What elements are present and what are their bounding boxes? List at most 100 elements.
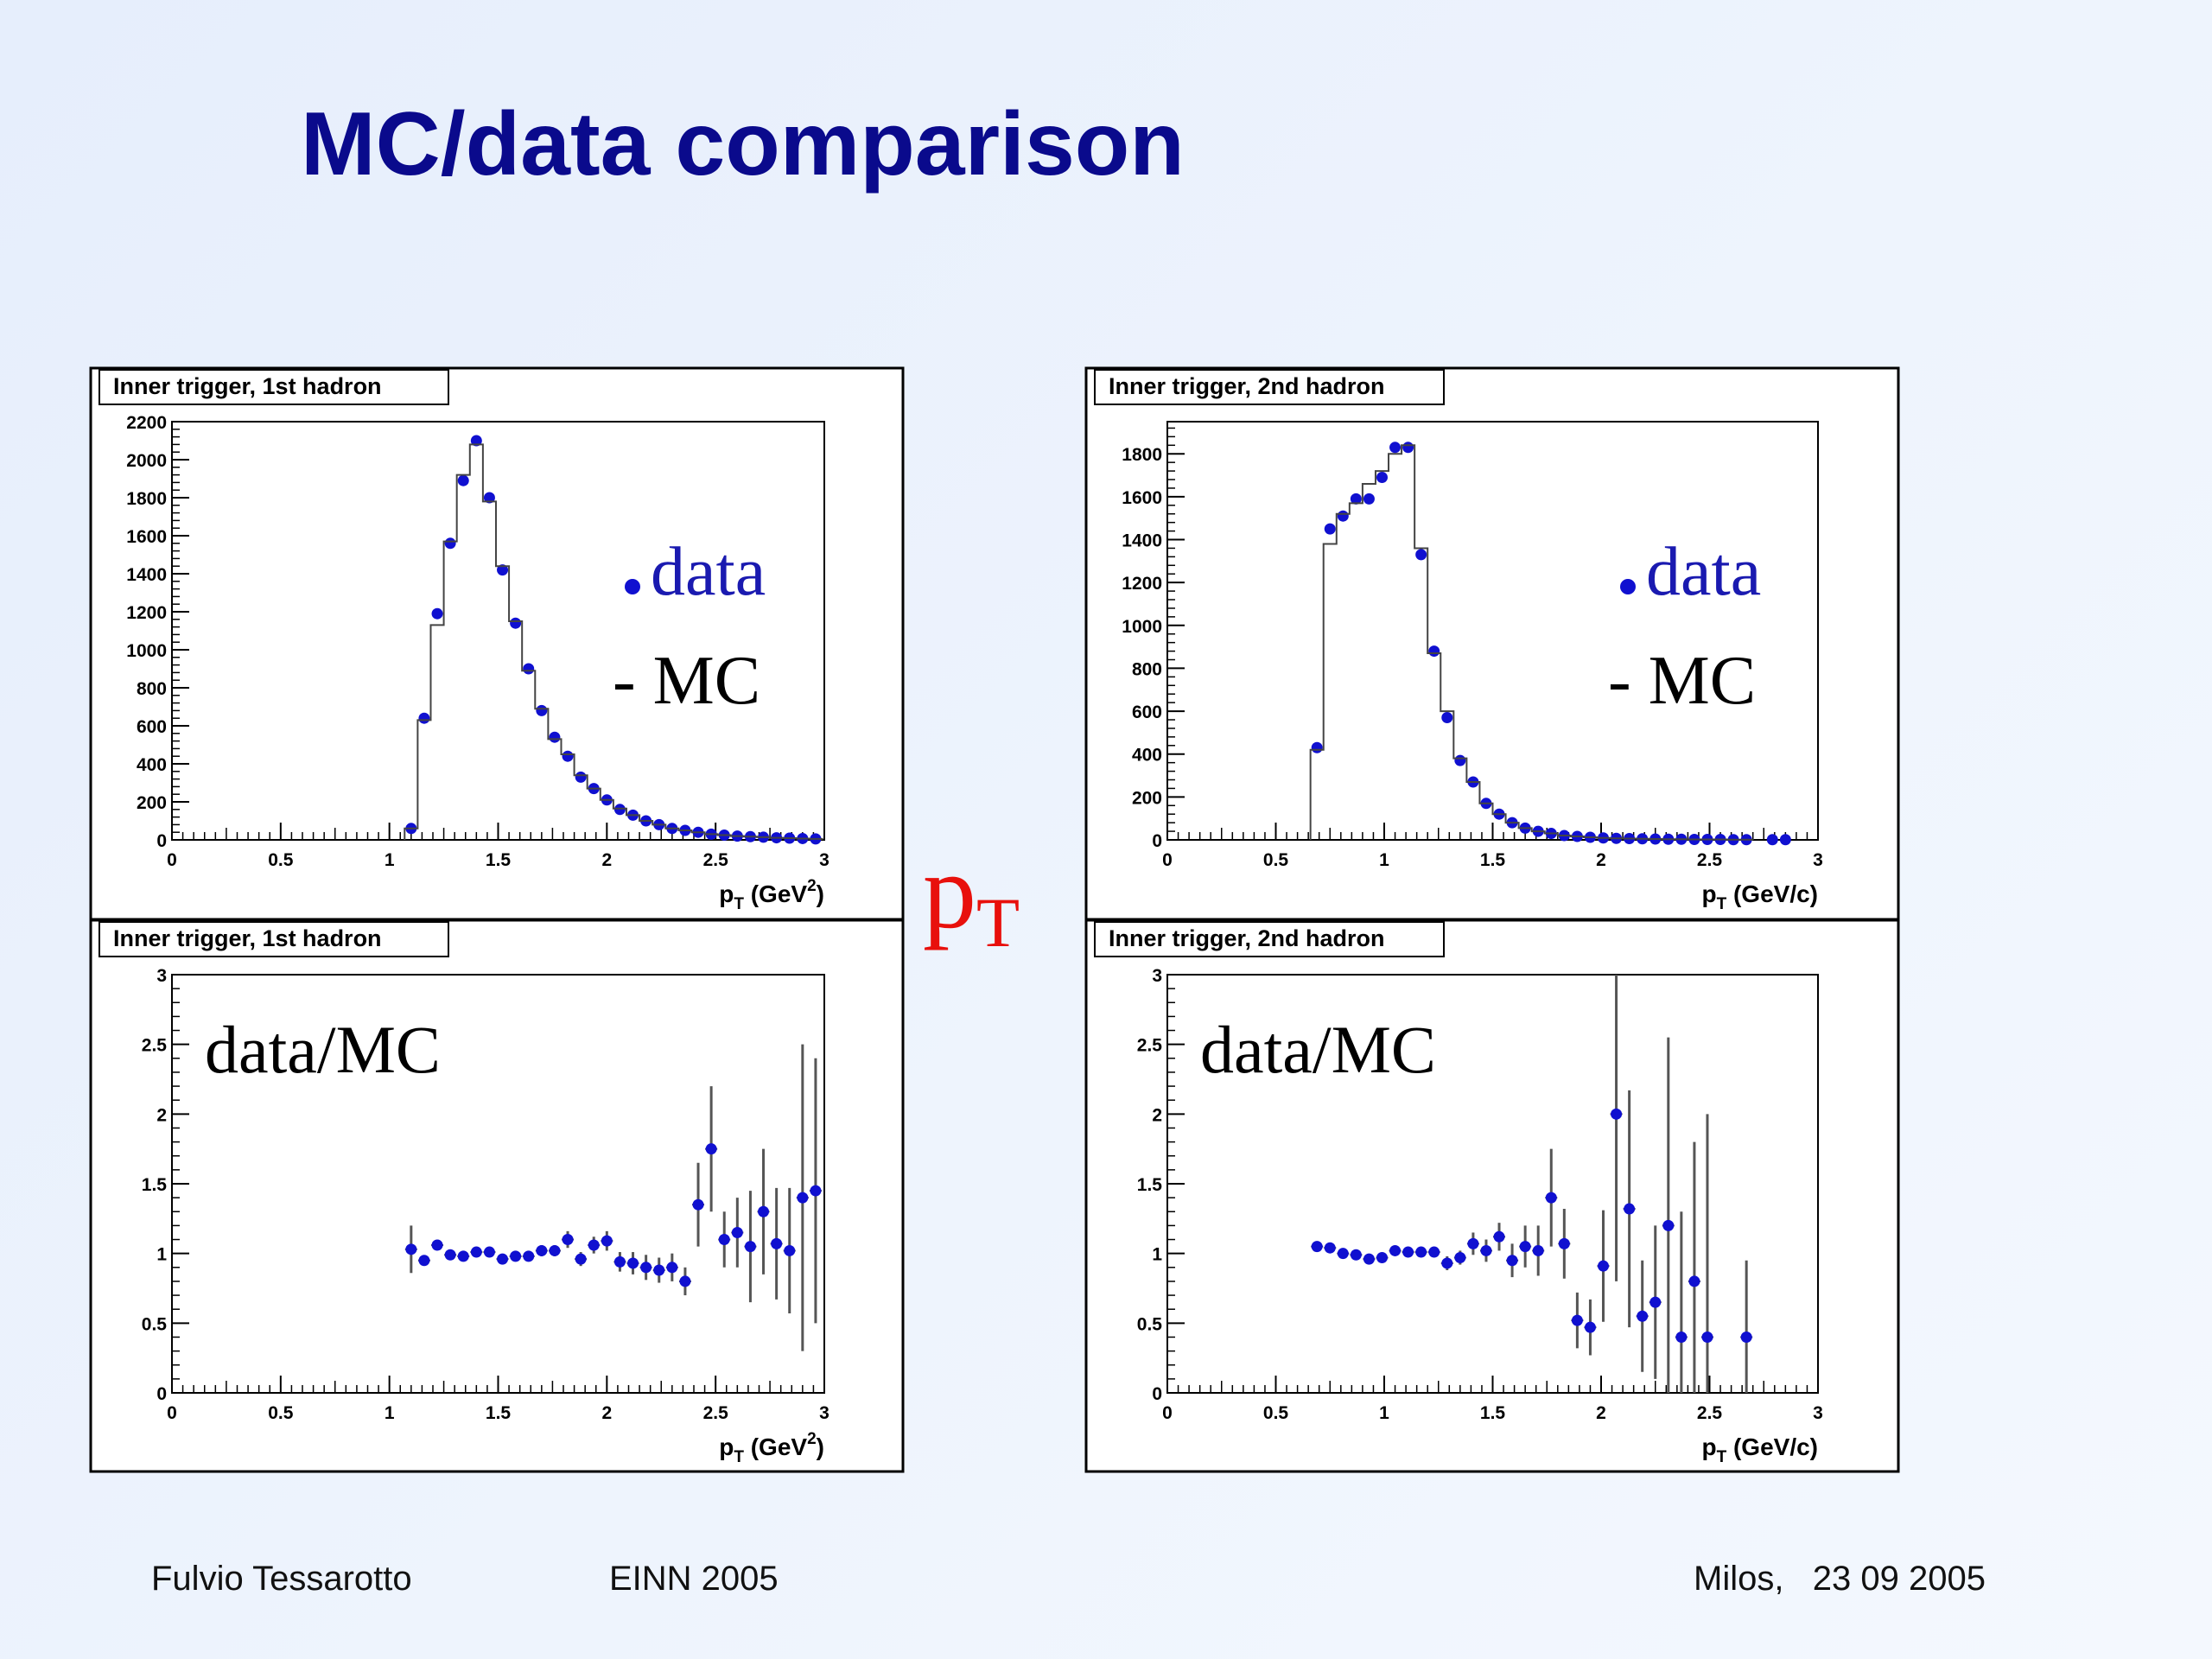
data-point <box>1506 1255 1518 1267</box>
y-tick-label: 2.5 <box>142 1036 168 1056</box>
y-tick-label: 0 <box>156 831 167 851</box>
data-point <box>1402 442 1414 454</box>
chart-title-box: Inner trigger, 1st hadron <box>99 921 449 957</box>
data-point <box>627 1257 639 1269</box>
data-point <box>418 1255 430 1267</box>
data-point <box>562 750 574 762</box>
data-point <box>1350 493 1362 505</box>
data-point <box>1740 1331 1752 1343</box>
legend-mc-label: - MC <box>1608 643 1756 719</box>
chart-title-box: Inner trigger, 2nd hadron <box>1094 921 1445 957</box>
data-point <box>1415 1246 1427 1258</box>
y-tick-label: 3 <box>1152 966 1162 986</box>
data-point <box>588 1239 600 1251</box>
data-point <box>1441 712 1453 724</box>
data-point <box>692 1198 704 1211</box>
x-tick-label: 0 <box>167 1403 177 1423</box>
y-tick-label: 0.5 <box>142 1314 168 1334</box>
y-tick-label: 1.5 <box>142 1175 168 1195</box>
data-point <box>731 1226 743 1238</box>
x-axis-label: pT (GeV2) <box>719 877 824 913</box>
data-point <box>1611 1108 1623 1120</box>
x-tick-label: 2 <box>1596 1403 1606 1423</box>
data-point <box>1363 1253 1375 1265</box>
legend-data-marker <box>1620 579 1636 594</box>
y-tick-label: 200 <box>1132 788 1162 808</box>
x-axis-label-units: (GeV/c) <box>1726 880 1818 907</box>
x-axis-label-sub: T <box>734 895 744 913</box>
data-point <box>666 1262 678 1274</box>
y-tick-label: 0.5 <box>1137 1314 1163 1334</box>
data-point <box>1311 1241 1323 1253</box>
data-point <box>1688 1275 1700 1287</box>
y-tick-label: 200 <box>137 793 167 813</box>
legend-data-marker <box>625 579 640 594</box>
y-tick-label: 1.5 <box>1137 1175 1163 1195</box>
y-tick-label: 0 <box>1152 1384 1162 1404</box>
x-tick-label: 1.5 <box>486 850 512 870</box>
data-point <box>405 1243 417 1255</box>
y-tick-label: 400 <box>1132 746 1162 766</box>
y-tick-label: 3 <box>156 966 167 986</box>
x-tick-label: 0.5 <box>268 1403 294 1423</box>
y-tick-label: 1200 <box>1122 574 1162 594</box>
data-point <box>457 1250 469 1262</box>
footer-place-date: Milos, 23 09 2005 <box>1694 1560 1986 1598</box>
x-axis-label-main: p <box>1701 1433 1716 1460</box>
data-point <box>1637 1310 1649 1322</box>
data-point <box>470 1246 482 1258</box>
data-point <box>523 663 535 675</box>
y-tick-label: 1800 <box>126 489 167 509</box>
data-point <box>1532 1244 1544 1256</box>
footer-author: Fulvio Tessarotto <box>151 1560 412 1598</box>
x-axis-label-units: (GeV <box>744 880 807 907</box>
data-point <box>1571 1314 1583 1326</box>
data-point <box>758 1205 770 1217</box>
x-tick-label: 0.5 <box>1263 850 1289 870</box>
data-point <box>549 731 561 743</box>
ratio-annotation: data/MC <box>1200 1012 1436 1087</box>
y-tick-label: 1600 <box>126 527 167 547</box>
data-point <box>523 1250 535 1262</box>
data-point <box>1428 1246 1440 1258</box>
data-point <box>497 564 509 576</box>
data-point <box>1545 1192 1557 1204</box>
mc-histogram-line <box>404 443 823 840</box>
chart-top-right: Inner trigger, 2nd hadron 0 0.5 1 1.5 2 2.5 3 0 2… <box>1084 366 1900 921</box>
data-point <box>418 712 430 724</box>
x-tick-label: 0.5 <box>268 850 294 870</box>
chart-title-box: Inner trigger, 2nd hadron <box>1094 369 1445 405</box>
data-point <box>1558 1237 1570 1249</box>
data-point <box>549 1244 561 1256</box>
x-tick-label: 1.5 <box>1480 1403 1506 1423</box>
data-point <box>1428 645 1440 658</box>
data-point <box>1766 834 1778 846</box>
data-point <box>653 1264 665 1276</box>
y-tick-label: 0 <box>156 1384 167 1404</box>
y-tick-label: 1 <box>156 1245 167 1265</box>
ratio-annotation: data/MC <box>205 1012 441 1087</box>
chart-bottom-right: Inner trigger, 2nd hadron 0 0.5 1 1.5 2 2.5 3 0 0… <box>1084 918 1900 1473</box>
data-point <box>1480 1244 1492 1256</box>
chart-top-left: Inner trigger, 1st hadron 0 0.5 1 1.5 2 2.5 3 0 2… <box>89 366 905 921</box>
data-point <box>771 1237 783 1249</box>
data-point <box>575 1253 587 1265</box>
y-tick-label: 1600 <box>1122 488 1162 508</box>
panel-frame <box>89 918 905 1473</box>
x-tick-label: 2 <box>1596 850 1606 870</box>
data-point <box>679 1275 691 1287</box>
chart-title: Inner trigger, 2nd hadron <box>1109 373 1385 399</box>
data-point <box>744 1241 756 1253</box>
mc-histogram-line <box>1309 444 1754 841</box>
y-tick-label: 800 <box>137 679 167 699</box>
x-tick-label: 1.5 <box>486 1403 512 1423</box>
data-point <box>1402 1246 1414 1258</box>
y-tick-label: 1800 <box>1122 445 1162 465</box>
data-point <box>483 1246 495 1258</box>
data-point <box>536 704 548 716</box>
y-tick-label: 1400 <box>126 565 167 585</box>
data-point <box>810 1185 822 1197</box>
data-point <box>1389 1244 1402 1256</box>
y-tick-label: 0 <box>1152 831 1162 851</box>
